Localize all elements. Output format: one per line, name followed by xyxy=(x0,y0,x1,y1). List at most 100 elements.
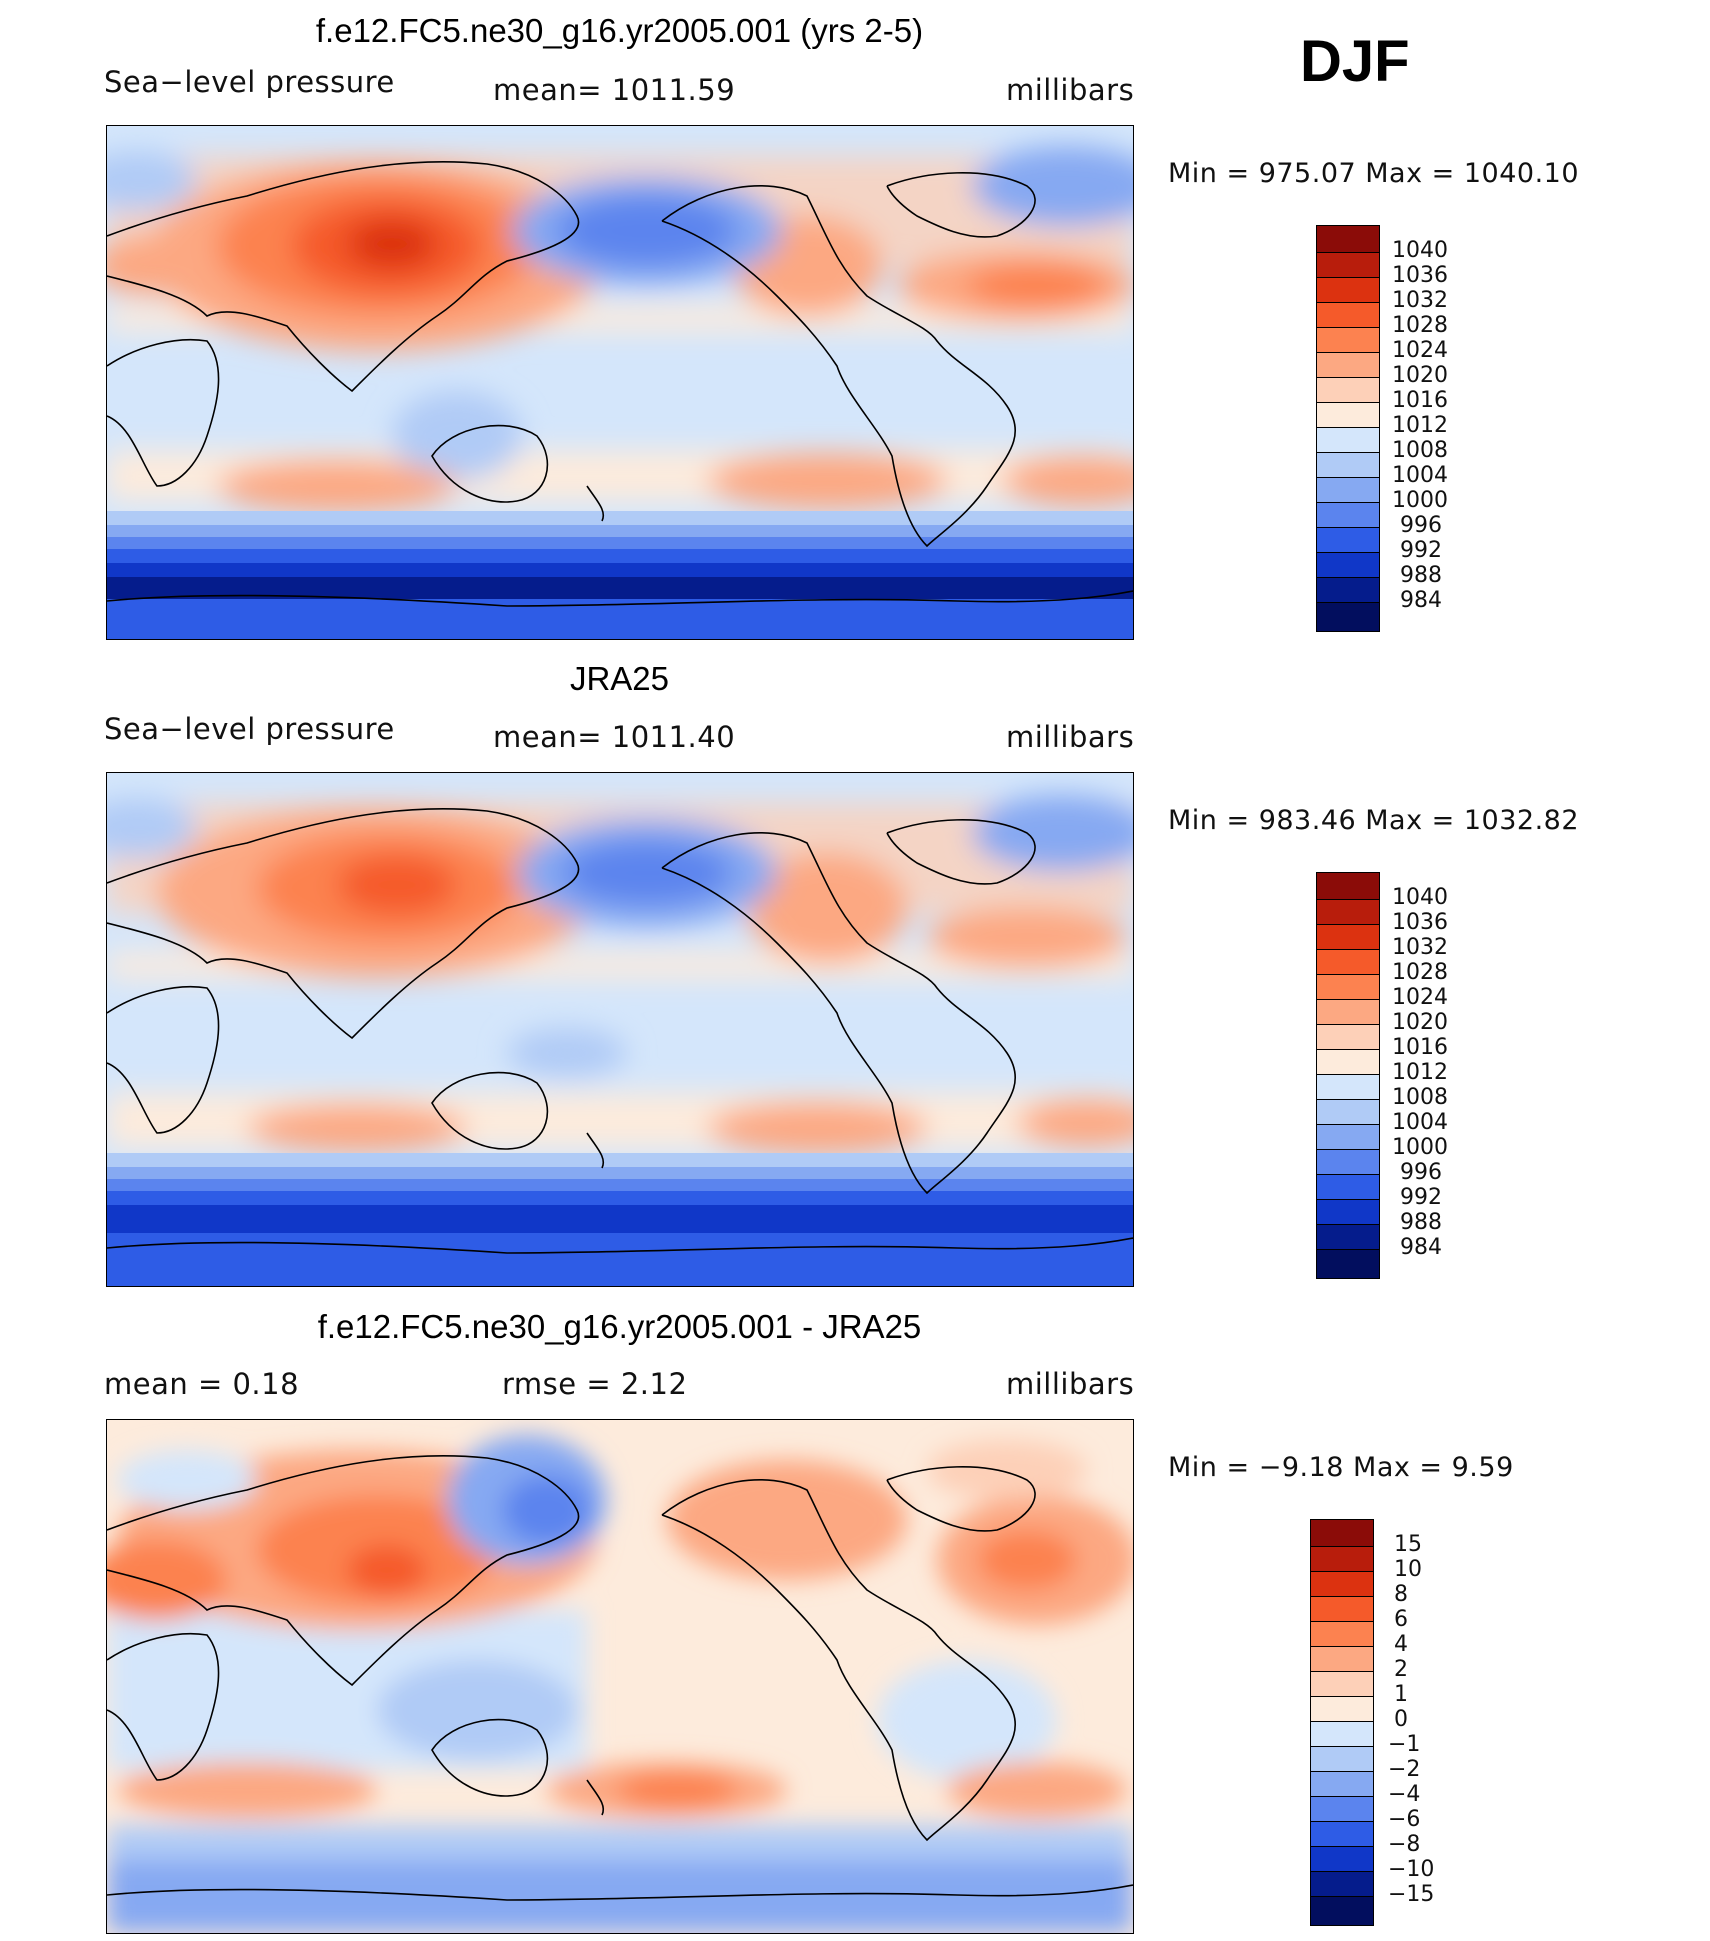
cbar-tick-label: −10 xyxy=(1388,1857,1435,1882)
panel-model-variable-label: Sea−level pressure xyxy=(104,65,395,99)
cbar-swatch xyxy=(1311,1772,1373,1797)
cbar-tick-label: 1004 xyxy=(1392,1110,1448,1135)
cbar-swatch xyxy=(1317,1125,1379,1150)
panel-obs-field xyxy=(107,773,1133,1286)
cbar-tick-label: 1000 xyxy=(1392,488,1448,513)
panel-obs-variable-label: Sea−level pressure xyxy=(104,712,395,746)
cbar-tick-label: 1016 xyxy=(1392,1035,1448,1060)
cbar-tick-label: 1036 xyxy=(1392,910,1448,935)
cbar-tick-label: 984 xyxy=(1400,1235,1442,1260)
cbar-swatch xyxy=(1311,1597,1373,1622)
cbar-swatch xyxy=(1317,900,1379,925)
cbar-swatch xyxy=(1317,453,1379,478)
cbar-swatch xyxy=(1317,1250,1379,1278)
cbar-tick-label: 1008 xyxy=(1392,1085,1448,1110)
cbar-swatch xyxy=(1317,553,1379,578)
cbar-tick-label: 1020 xyxy=(1392,363,1448,388)
panel-obs-mean: mean= 1011.40 xyxy=(493,720,736,754)
cbar-swatch xyxy=(1311,1547,1373,1572)
cbar-tick-label: 984 xyxy=(1400,588,1442,613)
cbar-tick-label: −6 xyxy=(1388,1807,1421,1832)
cbar-swatch xyxy=(1317,1050,1379,1075)
panel-model-colorbar xyxy=(1316,225,1380,632)
cbar-tick-label: 15 xyxy=(1394,1532,1422,1557)
cbar-swatch xyxy=(1317,975,1379,1000)
cbar-swatch xyxy=(1317,873,1379,900)
cbar-tick-label: −4 xyxy=(1388,1782,1421,1807)
cbar-swatch xyxy=(1317,1025,1379,1050)
cbar-tick-label: 6 xyxy=(1394,1607,1408,1632)
panel-obs-min-max: Min = 983.46 Max = 1032.82 xyxy=(1168,805,1580,836)
cbar-tick-label: 1040 xyxy=(1392,238,1448,263)
cbar-tick-label: 1020 xyxy=(1392,1010,1448,1035)
cbar-tick-label: 0 xyxy=(1394,1707,1408,1732)
panel-obs-colorbar xyxy=(1316,872,1380,1279)
cbar-swatch xyxy=(1317,478,1379,503)
cbar-tick-label: 988 xyxy=(1400,563,1442,588)
cbar-tick-label: −15 xyxy=(1388,1882,1435,1907)
cbar-swatch xyxy=(1311,1647,1373,1672)
cbar-tick-label: −8 xyxy=(1388,1832,1421,1857)
panel-obs-units: millibars xyxy=(1006,720,1135,754)
panel-diff-title: f.e12.FC5.ne30_g16.yr2005.001 - JRA25 xyxy=(317,1308,922,1345)
panel-diff-map xyxy=(106,1419,1134,1934)
cbar-swatch xyxy=(1317,603,1379,631)
panel-diff-min-max: Min = −9.18 Max = 9.59 xyxy=(1168,1452,1514,1483)
panel-diff-rmse: rmse = 2.12 xyxy=(502,1367,688,1401)
panel-obs-map xyxy=(106,772,1134,1287)
cbar-tick-label: 992 xyxy=(1400,538,1442,563)
panel-model-map xyxy=(106,125,1134,640)
cbar-swatch xyxy=(1311,1622,1373,1647)
cbar-swatch xyxy=(1317,503,1379,528)
cbar-tick-label: 1004 xyxy=(1392,463,1448,488)
cbar-tick-label: 996 xyxy=(1400,513,1442,538)
cbar-tick-label: 1016 xyxy=(1392,388,1448,413)
cbar-swatch xyxy=(1317,528,1379,553)
panel-obs-title: JRA25 xyxy=(569,660,670,697)
cbar-tick-label: 988 xyxy=(1400,1210,1442,1235)
cbar-swatch xyxy=(1311,1747,1373,1772)
cbar-swatch xyxy=(1317,226,1379,253)
cbar-tick-label: 1 xyxy=(1394,1682,1408,1707)
cbar-swatch xyxy=(1317,328,1379,353)
cbar-tick-label: 1032 xyxy=(1392,935,1448,960)
cbar-swatch xyxy=(1317,1150,1379,1175)
cbar-swatch xyxy=(1317,1175,1379,1200)
cbar-swatch xyxy=(1317,1225,1379,1250)
cbar-swatch xyxy=(1317,578,1379,603)
cbar-tick-label: 1028 xyxy=(1392,313,1448,338)
cbar-swatch xyxy=(1317,1075,1379,1100)
panel-model-min-max: Min = 975.07 Max = 1040.10 xyxy=(1168,158,1580,189)
cbar-swatch xyxy=(1317,403,1379,428)
cbar-swatch xyxy=(1317,1100,1379,1125)
cbar-tick-label: 1028 xyxy=(1392,960,1448,985)
cbar-swatch xyxy=(1317,925,1379,950)
cbar-swatch xyxy=(1311,1847,1373,1872)
cbar-swatch xyxy=(1311,1872,1373,1897)
cbar-swatch xyxy=(1317,303,1379,328)
cbar-swatch xyxy=(1317,950,1379,975)
cbar-swatch xyxy=(1317,378,1379,403)
cbar-swatch xyxy=(1317,428,1379,453)
cbar-tick-label: 1036 xyxy=(1392,263,1448,288)
cbar-tick-label: 1012 xyxy=(1392,1060,1448,1085)
cbar-swatch xyxy=(1311,1797,1373,1822)
cbar-swatch xyxy=(1317,1200,1379,1225)
cbar-tick-label: 1040 xyxy=(1392,885,1448,910)
cbar-swatch xyxy=(1311,1697,1373,1722)
cbar-tick-label: 4 xyxy=(1394,1632,1408,1657)
cbar-tick-label: 996 xyxy=(1400,1160,1442,1185)
cbar-tick-label: 1008 xyxy=(1392,438,1448,463)
cbar-tick-label: −1 xyxy=(1388,1732,1421,1757)
cbar-tick-label: −2 xyxy=(1388,1757,1421,1782)
cbar-tick-label: 8 xyxy=(1394,1582,1408,1607)
cbar-tick-label: 2 xyxy=(1394,1657,1408,1682)
cbar-swatch xyxy=(1311,1897,1373,1925)
season-label: DJF xyxy=(1300,29,1410,94)
cbar-swatch xyxy=(1311,1822,1373,1847)
panel-diff-mean: mean = 0.18 xyxy=(104,1367,300,1401)
cbar-swatch xyxy=(1317,353,1379,378)
panel-model-mean: mean= 1011.59 xyxy=(493,73,736,107)
cbar-tick-label: 1012 xyxy=(1392,413,1448,438)
